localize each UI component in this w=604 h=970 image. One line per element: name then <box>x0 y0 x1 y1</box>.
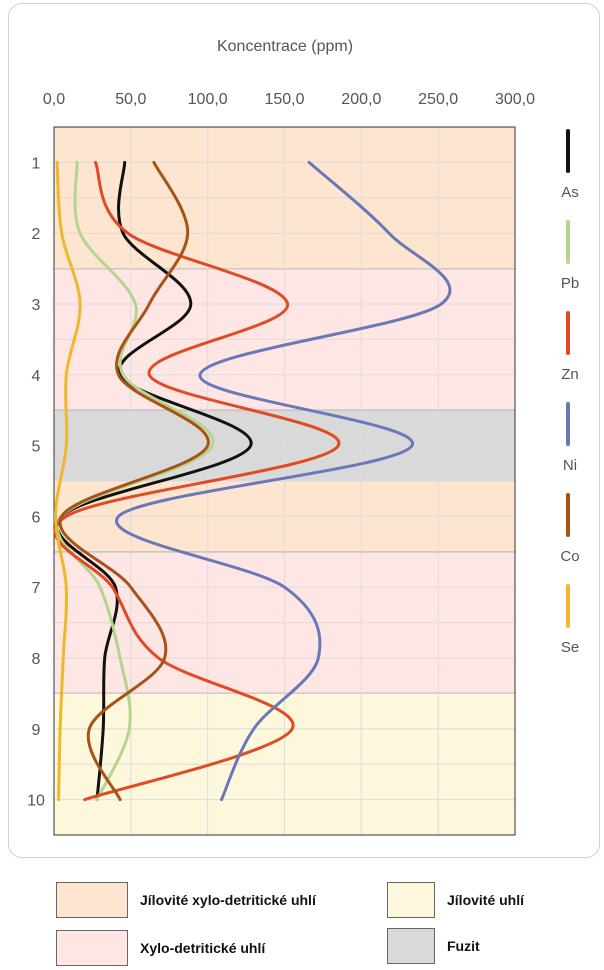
y-tick-label: 2 <box>32 226 41 243</box>
x-tick-label: 0,0 <box>43 91 65 108</box>
legend-label-as: As <box>561 184 579 201</box>
y-tick-label: 6 <box>32 509 41 526</box>
series-line-zn <box>53 160 341 802</box>
series-lines <box>53 160 452 802</box>
y-tick-label: 1 <box>32 155 41 172</box>
x-tick-label: 250,0 <box>418 91 458 108</box>
y-tick-label: 10 <box>27 793 45 810</box>
y-tick-label: 7 <box>32 580 41 597</box>
x-tick-label: 200,0 <box>341 91 381 108</box>
series-line-as <box>55 160 253 802</box>
legend-label-pb: Pb <box>561 275 579 292</box>
plot-frame <box>53 126 516 836</box>
y-tick-label: 9 <box>32 722 41 739</box>
legend-label: Jílovité xylo-detritické uhlí <box>140 892 316 908</box>
series-line-pb <box>55 160 215 802</box>
legend-item-xylo-detriticke-uhli: Xylo-detritické uhlí <box>56 930 265 966</box>
legend-item-jilovite-xylo-detriticke-uhli: Jílovité xylo-detritické uhlí <box>56 882 316 918</box>
legend-swatch <box>387 928 435 964</box>
series-line-ni <box>115 160 452 802</box>
legend-item-jilovite-uhli: Jílovité uhlí <box>387 882 524 918</box>
y-tick-label: 5 <box>32 439 41 456</box>
legend-swatch <box>387 882 435 918</box>
chart-svg: 0,0 50,0 100,0 150,0 200,0 250,0 300,0 1 2 3 4 5 6 7… <box>27 38 580 836</box>
legend-label-se: Se <box>561 639 579 656</box>
y-tick-label: 8 <box>32 651 41 668</box>
legend-label: Fuzit <box>447 938 480 954</box>
x-tick-label: 150,0 <box>264 91 304 108</box>
y-tick-label: 3 <box>32 297 41 314</box>
series-line-co <box>58 160 210 802</box>
x-tick-label: 50,0 <box>115 91 146 108</box>
x-tick-label: 100,0 <box>188 91 228 108</box>
legend-swatch <box>56 882 128 918</box>
legend-label-ni: Ni <box>563 457 577 474</box>
legend-label: Xylo-detritické uhlí <box>140 940 266 956</box>
x-tick-label: 300,0 <box>495 91 535 108</box>
legend-label-co: Co <box>560 548 579 565</box>
legend-label-zn: Zn <box>561 366 579 383</box>
y-tick-labels: 1 2 3 4 5 6 7 8 9 10 <box>27 155 45 809</box>
legend-swatch <box>56 930 128 966</box>
series-legend: As Pb Zn Ni Co Se <box>560 129 580 656</box>
legend-item-fuzit: Fuzit <box>387 928 480 964</box>
x-tick-labels: 0,0 50,0 100,0 150,0 200,0 250,0 300,0 <box>43 91 535 108</box>
legend-label: Jílovité uhlí <box>447 892 525 908</box>
series-line-se <box>54 160 82 802</box>
x-axis-title: Koncentrace (ppm) <box>217 38 353 55</box>
y-tick-label: 4 <box>32 368 41 385</box>
